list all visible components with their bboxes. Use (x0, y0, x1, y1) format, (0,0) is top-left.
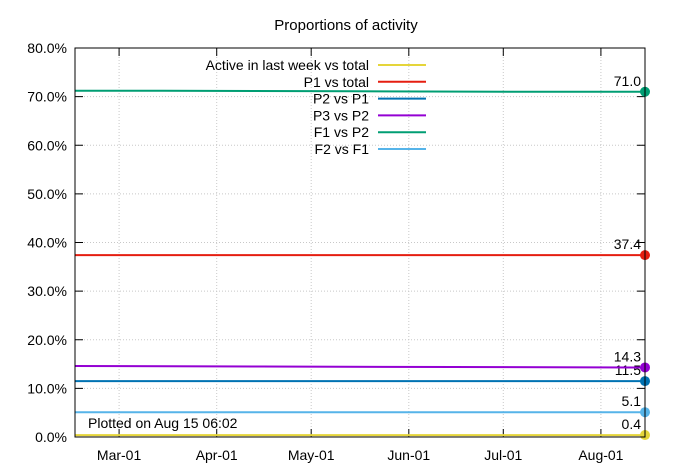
x-tick-label: Aug-01 (578, 447, 623, 463)
legend-label-0: Active in last week vs total (206, 57, 369, 73)
series-line-3 (74, 365, 646, 369)
plot-frame (74, 47, 646, 438)
legend-label-3: P3 vs P2 (313, 107, 369, 123)
series-lines: 0.4 37.4 11.514.3 71.0 5.1 (74, 73, 650, 441)
series-line-4 (75, 89, 645, 93)
y-tick-label: 10.0% (27, 380, 67, 396)
x-tick-label: Jun-01 (387, 447, 430, 463)
series-end-label-4: 71.0 (614, 73, 641, 89)
y-tick-label: 30.0% (27, 283, 67, 299)
series-end-label-5: 5.1 (622, 393, 642, 409)
x-tick-label: Apr-01 (196, 447, 238, 463)
chart-title: Proportions of activity (274, 17, 418, 34)
series-end-label-0: 0.4 (622, 416, 642, 432)
x-tick-label: May-01 (288, 447, 335, 463)
series-end-label-2: 11.5 (615, 362, 641, 378)
y-tick-label: 20.0% (27, 332, 67, 348)
y-tick-label: 50.0% (27, 186, 67, 202)
series-end-label-3: 14.3 (614, 348, 641, 364)
legend-label-1: P1 vs total (304, 74, 369, 90)
legend-label-5: F2 vs F1 (315, 141, 370, 157)
y-tick-label: 60.0% (27, 137, 67, 153)
y-tick-label: 40.0% (27, 235, 67, 251)
x-tick-label: Jul-01 (484, 447, 522, 463)
y-tick-label: 80.0% (27, 40, 67, 56)
legend-label-4: F1 vs P2 (314, 124, 369, 140)
y-tick-label: 0.0% (35, 429, 67, 445)
series-end-label-1: 37.4 (614, 236, 641, 252)
legend-label-2: P2 vs P1 (313, 91, 369, 107)
plotted-on-annotation: Plotted on Aug 15 06:02 (88, 415, 238, 431)
x-tick-label: Mar-01 (97, 447, 142, 463)
axis-ticks: 0.0% 10.0% 20.0% 30.0% 40.0% 50.0% 60.0% 70.0% 8… (27, 40, 645, 463)
y-tick-label: 70.0% (27, 89, 67, 105)
